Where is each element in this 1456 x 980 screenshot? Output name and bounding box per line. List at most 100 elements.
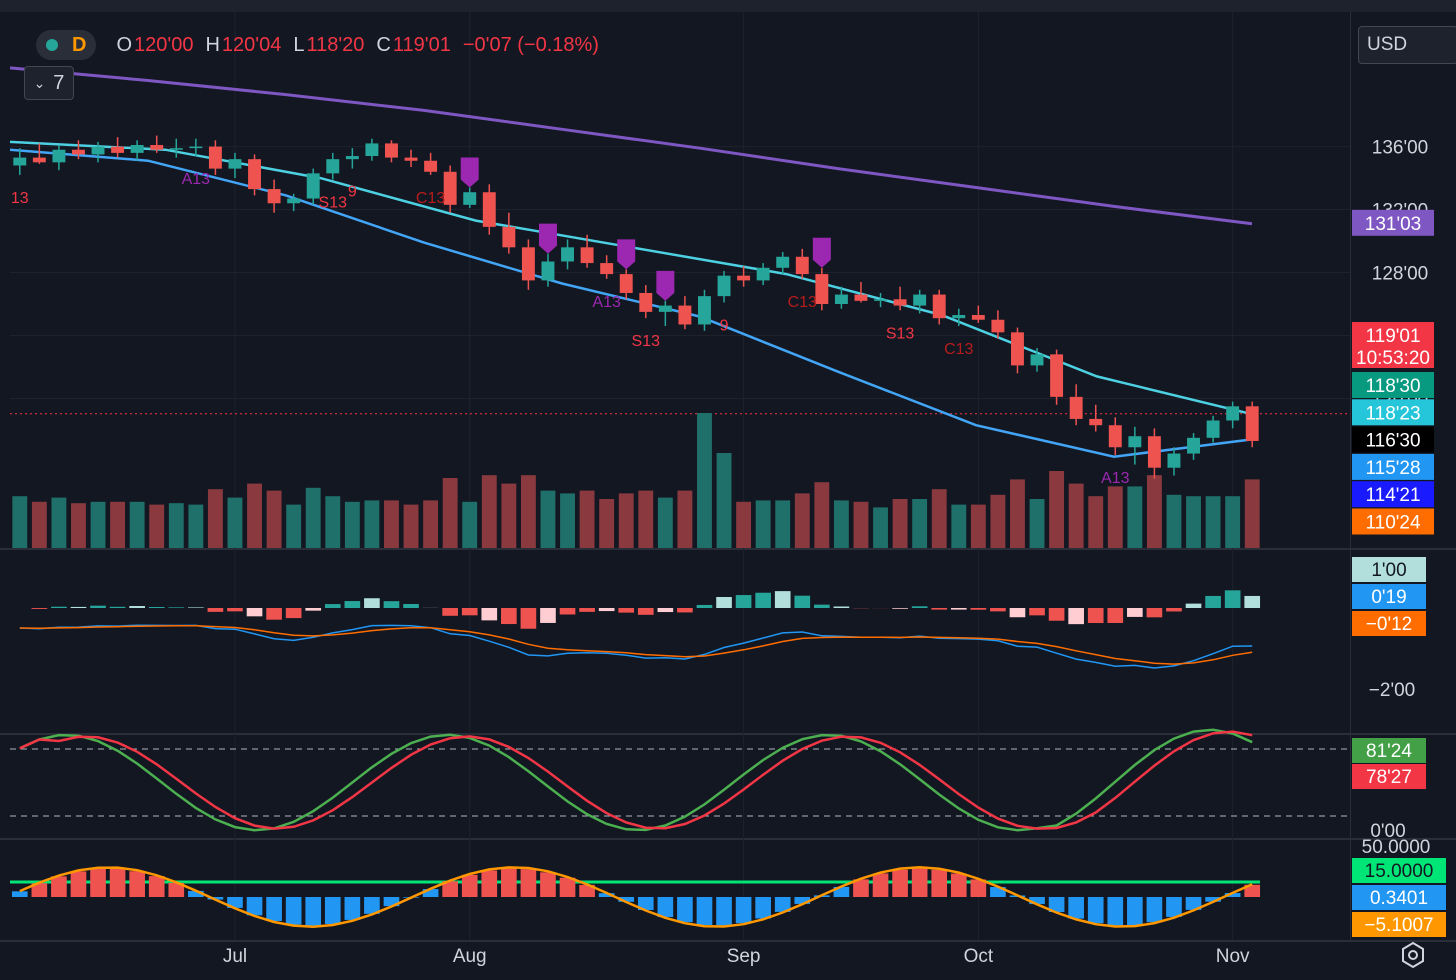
indicator-collapse-button[interactable]: ⌄ 7 <box>24 66 74 100</box>
candle-body <box>130 145 144 153</box>
macd-histogram-bar <box>266 608 282 620</box>
osc-histogram-bar <box>1087 897 1104 924</box>
currency-selector[interactable]: USD <box>1358 26 1456 64</box>
macd-histogram-bar <box>1087 608 1104 624</box>
volume-bar <box>912 499 928 548</box>
macd-histogram-bar <box>559 608 576 615</box>
osc-histogram-bar <box>285 897 302 925</box>
annotation-marker: S13 <box>319 195 348 212</box>
volume-bar <box>1088 496 1104 548</box>
volume-bar <box>325 496 341 548</box>
symbol-pill[interactable]: D <box>36 30 97 60</box>
stoch-badge-label: 81'24 <box>1366 741 1412 762</box>
volume-bar <box>1049 471 1065 548</box>
osc-badge <box>1352 912 1446 937</box>
osc-histogram-bar <box>305 897 322 926</box>
osc-histogram-bar <box>442 881 458 897</box>
stoch-d-line <box>19 730 1253 830</box>
volume-bar <box>51 497 67 548</box>
volume-bar <box>110 501 126 548</box>
annotation-marker: C13 <box>416 190 445 207</box>
osc-histogram-bar <box>598 893 615 897</box>
osc-histogram-bar <box>657 897 674 918</box>
volume-bar <box>403 504 419 548</box>
osc-histogram-bar <box>266 897 282 922</box>
candle-body <box>1167 453 1181 468</box>
osc-histogram-bar <box>833 886 850 897</box>
candle-body <box>443 171 457 205</box>
candle-body <box>521 247 535 281</box>
macd-histogram-bar <box>677 608 693 613</box>
candle-body <box>267 189 281 204</box>
purple-flag-icon <box>656 270 675 301</box>
osc-histogram-bar <box>90 868 106 897</box>
candle-body <box>365 143 379 157</box>
close-key: C <box>376 33 391 56</box>
countdown-label: 10:53:20 <box>1356 348 1430 369</box>
candle-body <box>463 192 477 205</box>
macd-badge <box>1352 557 1426 582</box>
osc-histogram-bar <box>794 897 811 904</box>
osc-histogram-bar <box>227 897 243 908</box>
macd-line <box>19 624 1253 669</box>
volume-bar <box>579 490 595 548</box>
candle-body <box>952 315 966 319</box>
volume-bar <box>1010 479 1025 548</box>
pane-separator-3 <box>0 940 1456 942</box>
price-tick-2: 128'00 <box>1372 264 1428 285</box>
price-badge <box>1352 508 1434 535</box>
volume-bar <box>1166 494 1182 548</box>
macd-histogram-bar <box>1048 608 1065 621</box>
osc-histogram-bar <box>950 873 967 897</box>
macd-histogram-bar <box>481 608 498 621</box>
close-value: 119'01 <box>392 33 451 56</box>
volume-bar <box>71 503 86 548</box>
purple-flag-icon <box>812 237 831 268</box>
volume-bar <box>931 489 947 548</box>
price-badge-label: 118'30 <box>1365 376 1420 397</box>
volume-bar <box>697 413 712 548</box>
status-dot-icon <box>46 39 58 51</box>
osc-histogram-bar <box>892 869 908 897</box>
macd-histogram-bar <box>579 608 595 612</box>
candle-body <box>32 157 46 163</box>
osc-histogram-bar <box>1029 897 1045 905</box>
osc-histogram-bar <box>31 883 48 897</box>
candle-body <box>541 261 555 281</box>
candle-body <box>1089 418 1103 426</box>
stoch-k-line <box>19 728 1253 832</box>
price-badge-label: 131'03 <box>1365 214 1421 235</box>
candle-body <box>893 299 907 306</box>
candle-body <box>1128 436 1142 448</box>
candle-body <box>150 145 164 150</box>
candle-body <box>600 263 614 275</box>
macd-badge <box>1352 611 1426 636</box>
price-badge <box>1352 453 1434 480</box>
candle-body <box>756 267 770 281</box>
top-bar <box>0 0 1456 12</box>
settings-gear-icon[interactable] <box>1398 940 1428 970</box>
osc-histogram-bar <box>501 868 517 897</box>
stoch-tick: 0'00 <box>1370 821 1405 842</box>
candle-body <box>228 159 242 169</box>
osc-histogram-bar <box>129 871 145 897</box>
volume-bar <box>305 487 321 548</box>
osc-histogram-bar <box>422 889 439 897</box>
osc-histogram-bar <box>364 897 380 914</box>
oscillator-pane: 50.0000 15.0000 0.3401 −5.1007 <box>10 837 1446 937</box>
osc-histogram-bar <box>51 876 67 897</box>
annotation-marker: C13 <box>788 294 817 311</box>
osc-signal-line <box>19 866 1253 928</box>
osc-histogram-bar <box>1166 897 1182 917</box>
candle-body <box>52 149 66 163</box>
candle-body <box>1226 406 1240 421</box>
osc-histogram-bar <box>1048 897 1065 913</box>
price-badge-label: 116'30 <box>1365 431 1420 452</box>
candle-body <box>482 192 496 227</box>
candle-body <box>639 292 653 312</box>
candle-body <box>91 146 105 155</box>
candle-body <box>1011 332 1024 366</box>
macd-badge-label: 1'00 <box>1371 560 1406 581</box>
